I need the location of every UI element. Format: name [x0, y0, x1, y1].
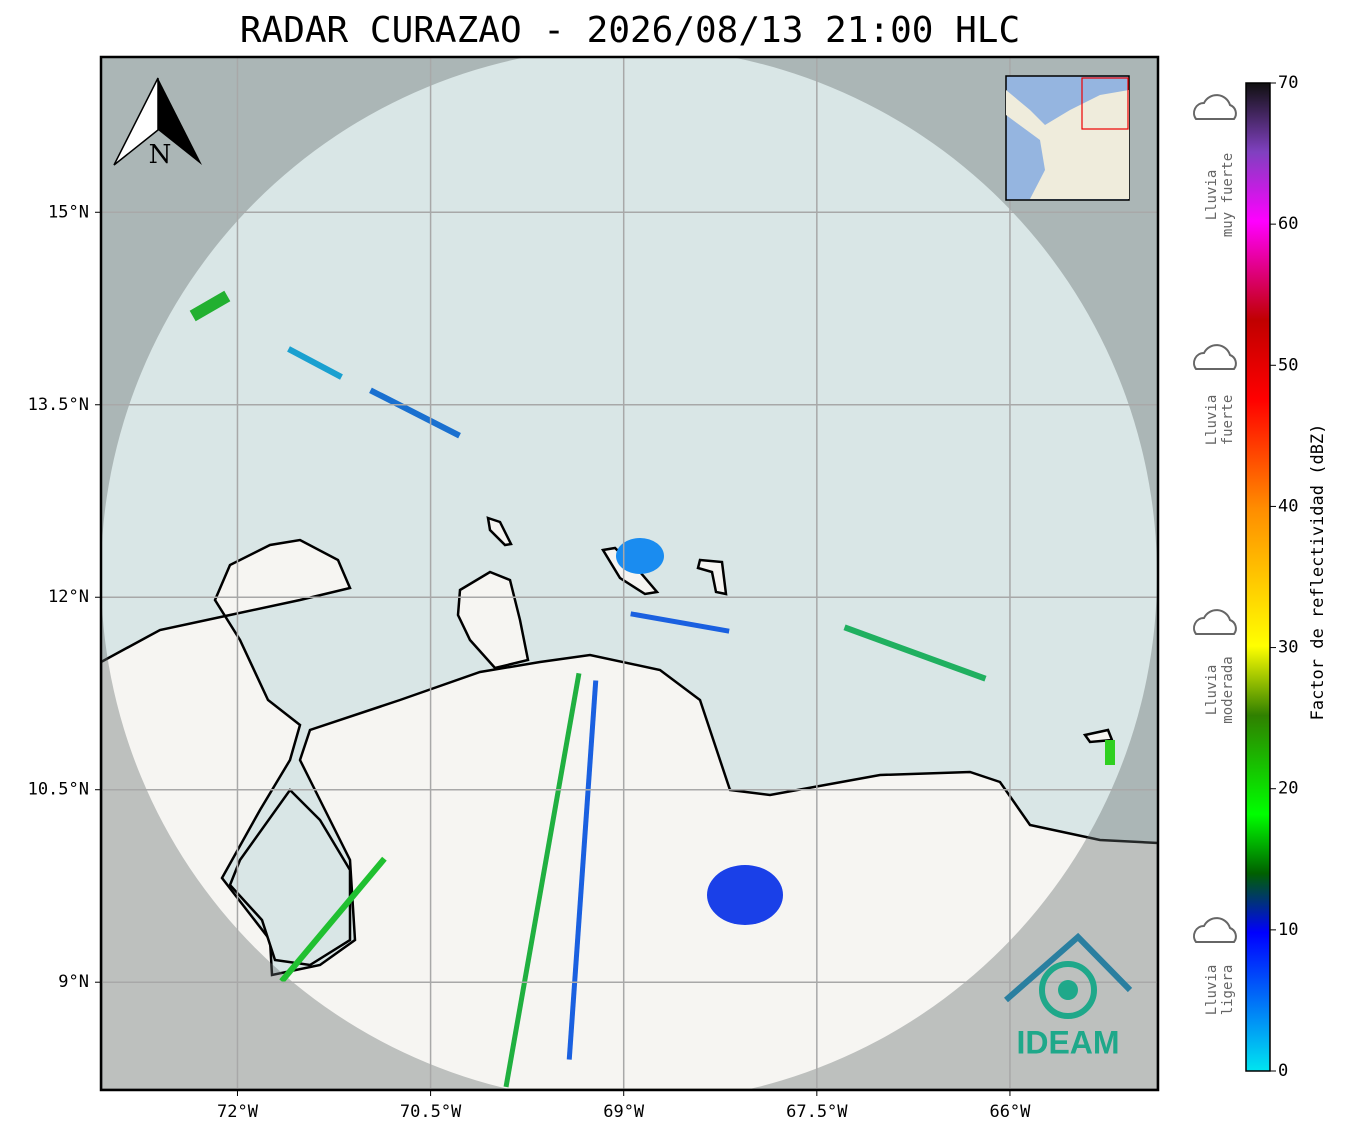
x-tick-label: 70.5°W: [400, 1102, 462, 1122]
legend-item: Lluvia moderada: [1193, 609, 1237, 724]
graticule: [101, 57, 1158, 1090]
legend-label: fuerte: [1220, 395, 1236, 446]
logo: IDEAM: [1004, 932, 1133, 1060]
weather-icon: [1193, 917, 1237, 943]
colorbar-label: Factor de reflectividad (dBZ): [1308, 424, 1328, 721]
colorbar-tick-label: 30: [1278, 638, 1298, 658]
colorbar-tick-label: 20: [1278, 779, 1298, 799]
legend-label: ligera: [1220, 965, 1236, 1016]
legend-label: Lluvia: [1204, 965, 1220, 1016]
colorbar-tick-label: 60: [1278, 214, 1298, 234]
colorbar-tick-label: 10: [1278, 920, 1298, 940]
colorbar-tick-label: 40: [1278, 496, 1298, 516]
map-frame: [99, 55, 1160, 1092]
north-label: N: [149, 140, 172, 170]
bonaire: [696, 558, 728, 596]
mainland: [101, 538, 1158, 1090]
x-tick-label: 66°W: [989, 1102, 1031, 1122]
title: RADAR CURAZAO - 2026/08/13 21:00 HLC: [240, 10, 1020, 51]
weather-icon: [1193, 94, 1237, 120]
north-arrow: N: [113, 77, 202, 170]
legend-item: Lluvia ligera: [1193, 917, 1237, 1016]
colorbar-tick-label: 50: [1278, 355, 1298, 375]
x-tick-label: 69°W: [603, 1102, 645, 1122]
legend-label: Lluvia: [1204, 170, 1220, 221]
y-tick-label: 13.5°N: [28, 395, 89, 415]
legend-label: moderada: [1220, 656, 1236, 723]
legend-label: muy fuerte: [1220, 153, 1236, 237]
weather-icon: [1193, 609, 1237, 635]
y-tick-label: 10.5°N: [28, 780, 89, 800]
map-area: [101, 57, 1158, 1090]
lake-maracaibo: [228, 788, 352, 967]
legend-item: Lluvia fuerte: [1193, 344, 1237, 446]
y-tick-label: 9°N: [58, 972, 89, 992]
weather-icon: [1193, 344, 1237, 370]
aruba: [486, 516, 513, 547]
inset-map: [1005, 75, 1130, 201]
x-tick-label: 72°W: [217, 1102, 259, 1122]
colorbar-tick-label: 0: [1278, 1061, 1288, 1081]
y-tick-label: 15°N: [48, 202, 89, 222]
x-tick-label: 67.5°W: [786, 1102, 848, 1122]
colorbar-tick-label: 70: [1278, 73, 1298, 93]
legend-label: Lluvia: [1204, 665, 1220, 716]
legend-label: Lluvia: [1204, 395, 1220, 446]
paraguana: [456, 570, 530, 670]
colorbar-axis: 0 10 20 30 40 50 60 70: [1270, 73, 1298, 1081]
radar-echoes: [189, 290, 1115, 1088]
colorbar: [1245, 82, 1271, 1072]
y-tick-label: 12°N: [48, 587, 89, 607]
logo-text: IDEAM: [1016, 1024, 1119, 1060]
legend-item: Lluvia muy fuerte: [1193, 94, 1237, 237]
